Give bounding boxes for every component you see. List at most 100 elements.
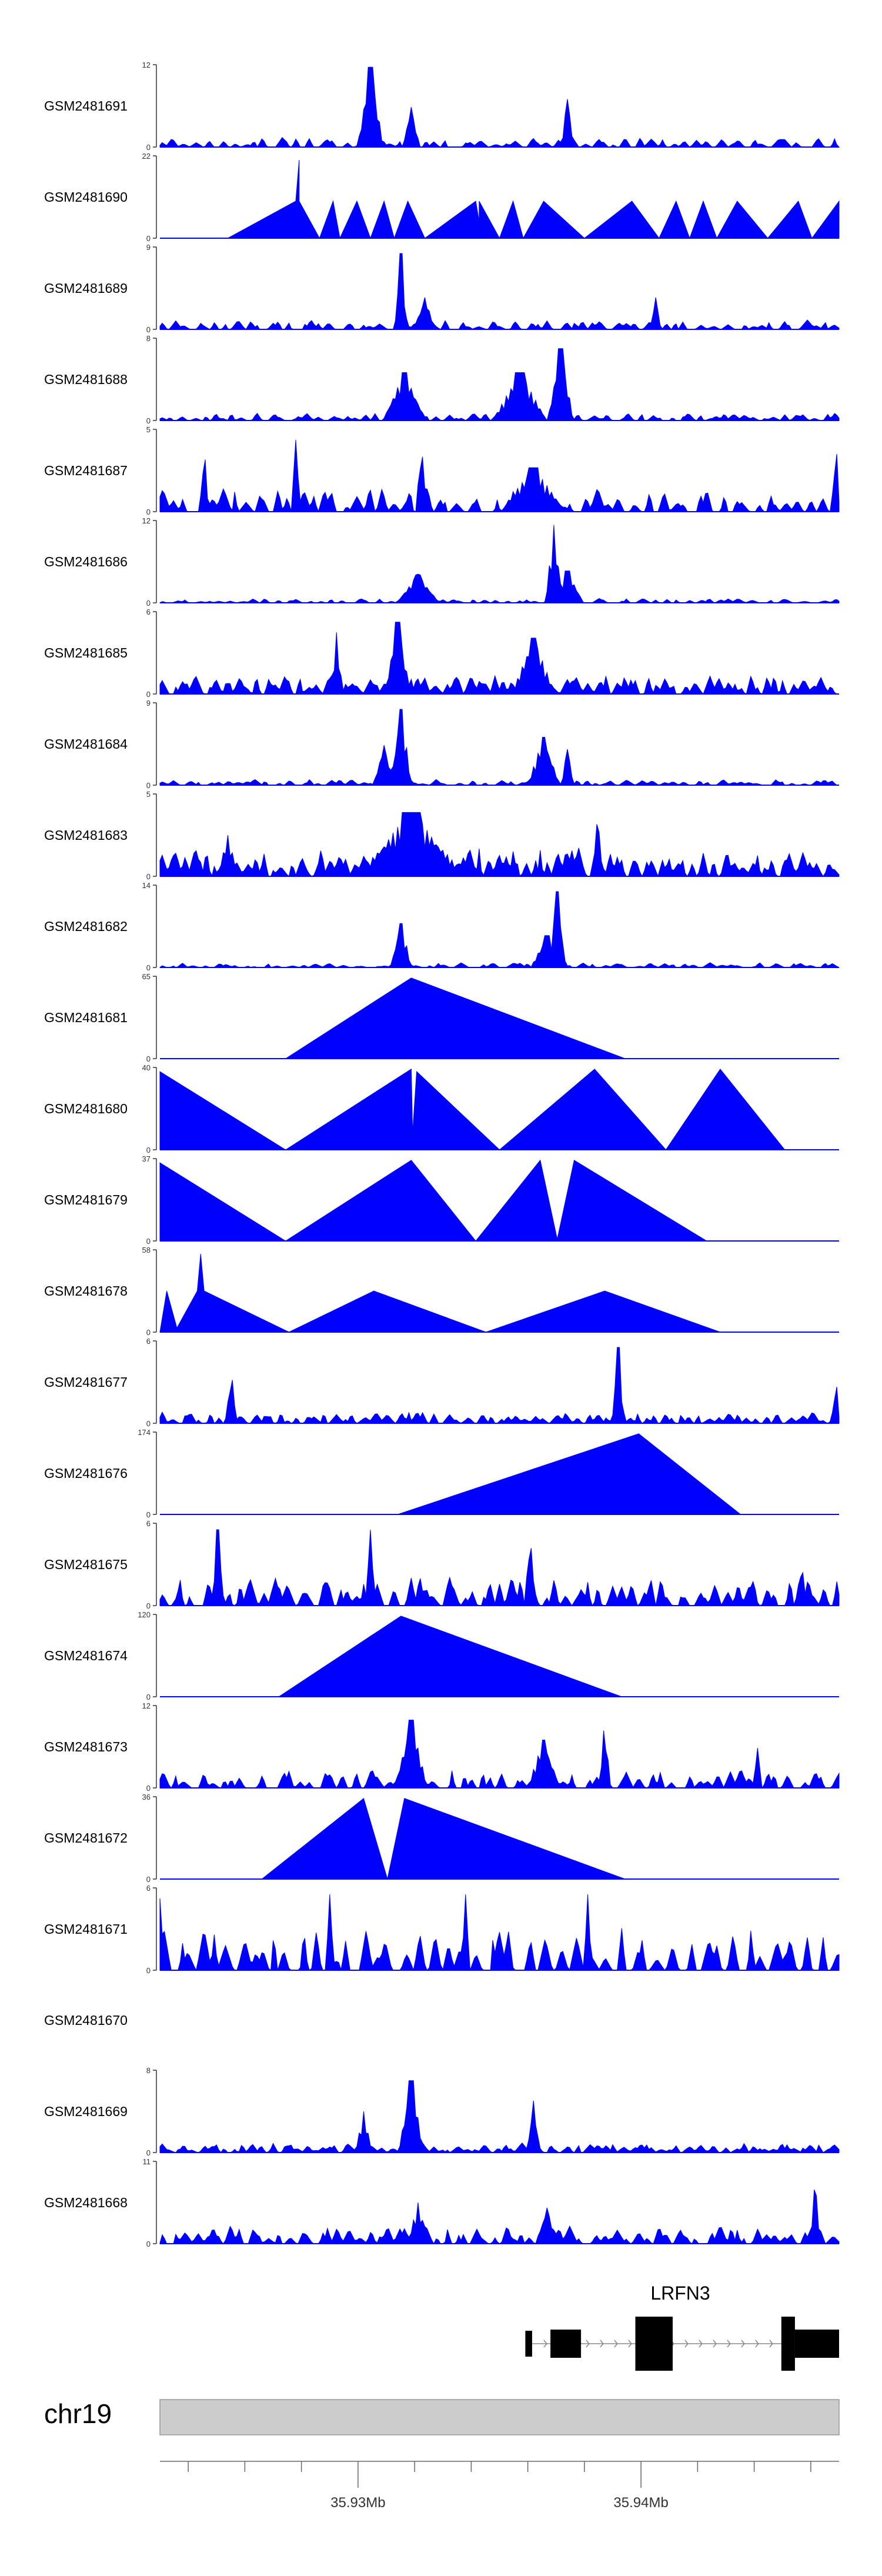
y-axis-min-label: 0	[146, 1601, 151, 1610]
coverage-area	[284, 977, 626, 1059]
gene-track: LRFN3	[525, 2283, 839, 2371]
track-GSM2481673: GSM2481673 12 0	[44, 1701, 840, 1793]
y-axis-min-label: 0	[146, 2240, 151, 2248]
track-label: GSM2481690	[44, 189, 128, 205]
track-GSM2481689: GSM2481689 9 0	[44, 243, 840, 334]
exon	[781, 2317, 795, 2371]
y-axis-max-label: 120	[138, 1610, 151, 1619]
y-axis-min-label: 0	[146, 1328, 151, 1337]
y-axis-max-label: 9	[146, 243, 151, 252]
y-axis-min-label: 0	[146, 143, 151, 152]
strand-arrow	[699, 2340, 703, 2348]
track-label: GSM2481680	[44, 1101, 128, 1116]
track-label: GSM2481682	[44, 919, 128, 934]
gene-label: LRFN3	[650, 2283, 710, 2304]
coverage-area	[397, 1433, 741, 1515]
track-GSM2481670: GSM2481670	[44, 2013, 128, 2028]
track-label: GSM2481687	[44, 463, 128, 478]
track-label: GSM2481668	[44, 2195, 128, 2210]
coverage-area	[159, 709, 839, 786]
track-GSM2481687: GSM2481687 5 0	[44, 425, 840, 516]
track-label: GSM2481691	[44, 98, 128, 114]
track-label: GSM2481670	[44, 2013, 128, 2028]
track-label: GSM2481688	[44, 372, 128, 387]
coverage-area	[159, 1068, 786, 1150]
track-GSM2481684: GSM2481684 9 0	[44, 699, 839, 790]
strand-arrow	[713, 2340, 717, 2348]
y-axis-min-label: 0	[146, 234, 151, 243]
coverage-area	[159, 439, 840, 513]
track-label: GSM2481689	[44, 281, 128, 296]
y-axis-max-label: 40	[142, 1063, 151, 1072]
x-tick-label: 35.93Mb	[330, 2495, 385, 2511]
exon	[525, 2331, 532, 2357]
track-GSM2481671: GSM2481671 6 0	[44, 1884, 840, 1975]
y-axis-min-label: 0	[146, 1966, 151, 1975]
y-axis-min-label: 0	[146, 508, 151, 516]
y-axis-max-label: 6	[146, 608, 151, 616]
y-axis-min-label: 0	[146, 1146, 151, 1154]
coverage-area	[159, 2189, 840, 2245]
coverage-area	[260, 1797, 626, 1880]
x-tick-label: 35.94Mb	[613, 2495, 668, 2511]
strand-arrow	[684, 2340, 689, 2348]
track-label: GSM2481673	[44, 1739, 128, 1754]
strand-arrow	[755, 2340, 759, 2348]
strand-arrow	[614, 2340, 618, 2348]
y-axis-min-label: 0	[146, 1419, 151, 1428]
y-axis-max-label: 6	[146, 1519, 151, 1528]
strand-arrow	[586, 2340, 590, 2348]
ideogram-track: chr19	[44, 2398, 840, 2435]
track-GSM2481669: GSM2481669 8 0	[44, 2066, 840, 2157]
track-GSM2481679: GSM2481679 37 0	[44, 1154, 839, 1246]
y-axis-max-label: 36	[142, 1793, 151, 1801]
y-axis-min-label: 0	[146, 963, 151, 972]
chromosome-label: chr19	[44, 2398, 112, 2429]
track-label: GSM2481677	[44, 1374, 128, 1390]
strand-arrow	[727, 2340, 731, 2348]
y-axis-max-label: 5	[146, 790, 151, 799]
track-GSM2481682: GSM2481682 14 0	[44, 881, 840, 972]
coverage-area	[159, 622, 839, 695]
coverage-area	[159, 1347, 840, 1424]
coverage-area	[278, 1616, 622, 1697]
exon	[550, 2330, 582, 2358]
y-axis-min-label: 0	[146, 2148, 151, 2157]
track-label: GSM2481683	[44, 827, 128, 843]
track-label: GSM2481681	[44, 1010, 128, 1025]
y-axis-min-label: 0	[146, 416, 151, 425]
y-axis-min-label: 0	[146, 872, 151, 881]
track-GSM2481683: GSM2481683 5 0	[44, 790, 840, 881]
y-axis-min-label: 0	[146, 1237, 151, 1246]
track-GSM2481681: GSM2481681 65 0	[44, 972, 839, 1063]
y-axis-min-label: 0	[146, 781, 151, 790]
y-axis-min-label: 0	[146, 1055, 151, 1063]
track-GSM2481674: GSM2481674 120 0	[44, 1610, 839, 1701]
track-label: GSM2481686	[44, 554, 128, 569]
strand-arrow	[600, 2340, 604, 2348]
track-GSM2481678: GSM2481678 58 0	[44, 1246, 839, 1337]
y-axis-max-label: 37	[142, 1154, 151, 1163]
y-axis-max-label: 14	[142, 881, 151, 890]
coverage-area	[159, 2080, 840, 2153]
track-GSM2481691: GSM2481691 12 0	[44, 61, 840, 152]
coverage-area	[159, 66, 840, 148]
coverage-area	[159, 1720, 840, 1789]
track-label: GSM2481671	[44, 1921, 128, 1937]
y-axis-max-label: 12	[142, 516, 151, 525]
track-label: GSM2481684	[44, 736, 128, 752]
y-axis-min-label: 0	[146, 1510, 151, 1519]
track-GSM2481672: GSM2481672 36 0	[44, 1793, 839, 1884]
track-GSM2481668: GSM2481668 11 0	[44, 2157, 840, 2248]
track-GSM2481686: GSM2481686 12 0	[44, 516, 840, 608]
genome-axis: 35.93Mb 35.94Mb	[160, 2461, 839, 2511]
y-axis-min-label: 0	[146, 1875, 151, 1884]
y-axis-max-label: 12	[142, 1701, 151, 1710]
track-GSM2481676: GSM2481676 174 0	[44, 1428, 839, 1519]
exon	[794, 2330, 839, 2358]
y-axis-max-label: 5	[146, 425, 151, 434]
y-axis-max-label: 174	[138, 1428, 151, 1437]
track-label: GSM2481672	[44, 1830, 128, 1846]
track-GSM2481688: GSM2481688 8 0	[44, 334, 840, 425]
